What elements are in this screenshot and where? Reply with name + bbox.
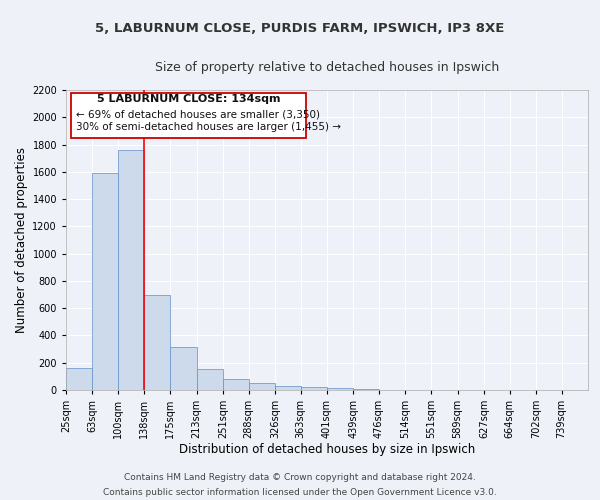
Bar [301, 388, 327, 390]
Bar [248, 383, 275, 390]
Bar [66, 368, 92, 390]
Bar [118, 150, 145, 390]
Text: 5, LABURNUM CLOSE, PURDIS FARM, IPSWICH, IP3 8XE: 5, LABURNUM CLOSE, PURDIS FARM, IPSWICH,… [95, 22, 505, 36]
Bar [197, 369, 223, 390]
X-axis label: Distribution of detached houses by size in Ipswich: Distribution of detached houses by size … [179, 442, 475, 456]
Y-axis label: Number of detached properties: Number of detached properties [15, 147, 28, 333]
Text: 30% of semi-detached houses are larger (1,455) →: 30% of semi-detached houses are larger (… [76, 122, 341, 132]
Text: Contains public sector information licensed under the Open Government Licence v3: Contains public sector information licen… [103, 488, 497, 497]
Text: ← 69% of detached houses are smaller (3,350): ← 69% of detached houses are smaller (3,… [76, 110, 320, 120]
Bar [92, 173, 118, 390]
Bar [170, 347, 197, 390]
Title: Size of property relative to detached houses in Ipswich: Size of property relative to detached ho… [155, 60, 499, 74]
Bar [353, 388, 379, 390]
Bar [145, 294, 170, 390]
FancyBboxPatch shape [71, 93, 306, 138]
Bar [275, 386, 301, 390]
Text: 5 LABURNUM CLOSE: 134sqm: 5 LABURNUM CLOSE: 134sqm [97, 94, 280, 104]
Bar [223, 379, 248, 390]
Text: Contains HM Land Registry data © Crown copyright and database right 2024.: Contains HM Land Registry data © Crown c… [124, 473, 476, 482]
Bar [327, 388, 353, 390]
